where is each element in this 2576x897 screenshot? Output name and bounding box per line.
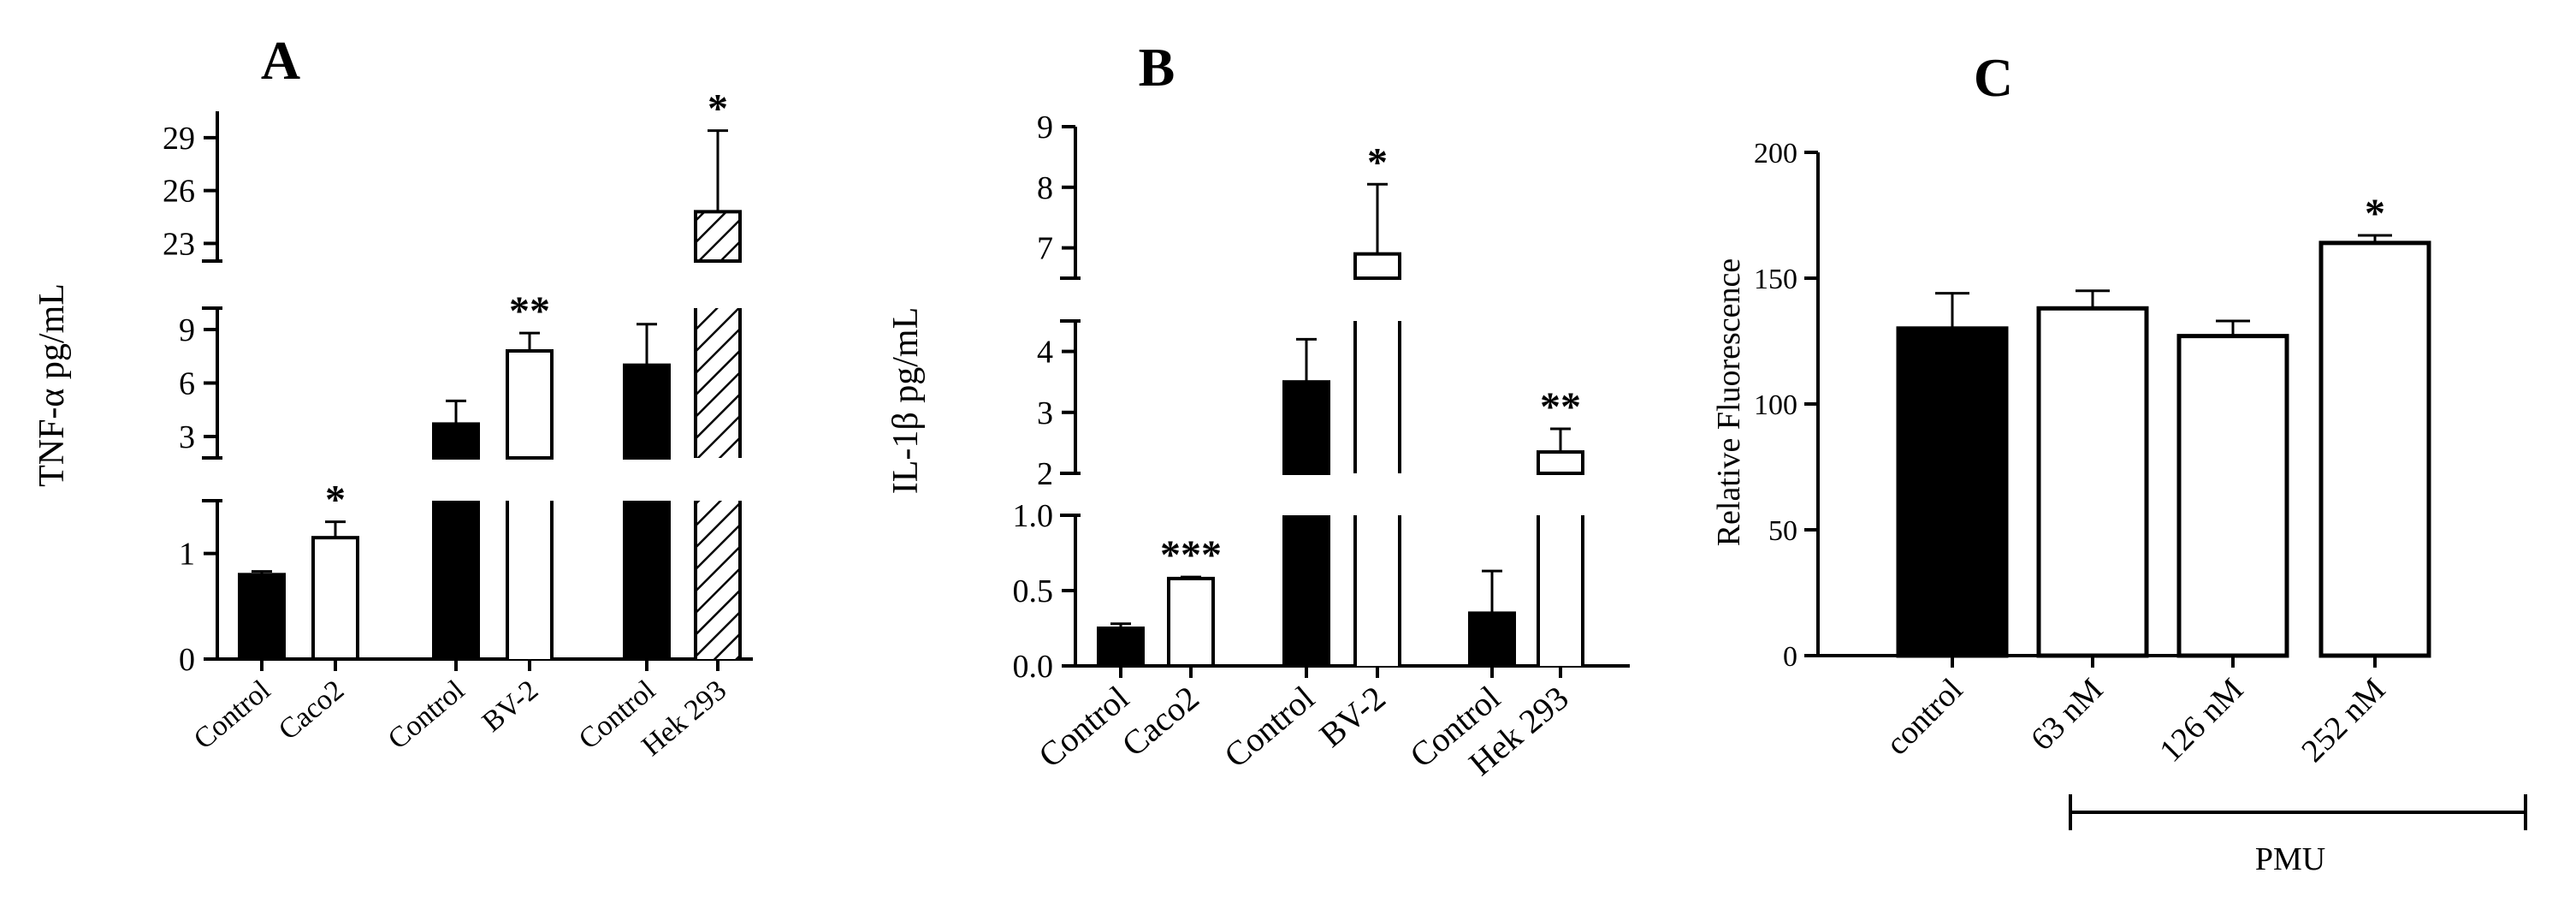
x-category-label: Control <box>382 674 471 756</box>
y-tick-label: 100 <box>1754 389 1797 421</box>
bar <box>432 422 480 460</box>
bar <box>2176 334 2289 658</box>
y-tick-label: 3 <box>1037 395 1053 431</box>
bar-segment <box>1284 515 1329 666</box>
significance-label: * <box>708 86 728 132</box>
bar <box>1282 380 1330 476</box>
bar <box>311 536 359 662</box>
y-tick-label: 0 <box>1783 641 1797 673</box>
bar-segment <box>1538 515 1583 666</box>
y-tick-label: 26 <box>163 174 195 210</box>
bar-segment <box>696 308 740 458</box>
x-category-label: Control <box>1031 678 1136 775</box>
bar-segment <box>625 501 669 659</box>
y-tick-label: 50 <box>1768 515 1797 547</box>
panel-b-ylabel: IL-1β pg/mL <box>886 307 926 495</box>
x-category-label: BV-2 <box>477 674 544 739</box>
significance-label: * <box>2365 191 2385 236</box>
significance-label: ** <box>509 288 550 334</box>
y-tick-label: 9 <box>179 312 195 348</box>
bar <box>1896 326 2009 658</box>
x-category-label: Caco2 <box>273 674 350 746</box>
x-category-label: control <box>1880 672 1970 763</box>
y-tick-label: 2 <box>1037 456 1053 492</box>
bar <box>1097 627 1145 668</box>
panel-c-chart: 0 50 100 150 200 control 63 nM 126 nM * 252 nM <box>1754 138 2527 830</box>
x-category-label: Control <box>1217 678 1322 775</box>
bar-segment <box>434 501 478 659</box>
panel-c-ylabel: Relative Fluorescence <box>1711 258 1747 547</box>
y-tick-label: 9 <box>1037 110 1053 146</box>
y-tick-label: 23 <box>163 226 195 262</box>
panel-c-bracket-label: PMU <box>2255 841 2325 877</box>
x-category-label: BV-2 <box>1312 678 1393 754</box>
x-category-label: 126 nM <box>2153 672 2250 769</box>
bar-segment <box>507 501 552 659</box>
y-tick-label: 4 <box>1037 335 1053 371</box>
x-category-label: Control <box>188 674 276 756</box>
bar-segment <box>696 501 740 659</box>
panel-a-letter: A <box>261 30 300 91</box>
y-tick-label: 150 <box>1754 264 1797 295</box>
bar-segment <box>1355 515 1400 666</box>
x-category-label: Caco2 <box>1115 678 1206 763</box>
y-tick-label: 3 <box>179 419 195 455</box>
significance-label: * <box>1367 140 1388 185</box>
panel-b-chart: 0.0 0.5 1.0 2 3 4 7 8 9 Control *** Caco2 Control * BV… <box>1013 110 1630 783</box>
y-tick-label: 1 <box>179 537 195 573</box>
bar <box>506 349 554 460</box>
panel-b-letter: B <box>1139 37 1175 98</box>
y-tick-label: 1.0 <box>1013 498 1054 534</box>
panel-c-letter: C <box>1974 47 2013 108</box>
significance-label: * <box>325 478 346 523</box>
bar <box>2036 306 2149 658</box>
bar <box>694 210 742 263</box>
bar <box>1353 252 1401 280</box>
bar <box>2318 241 2431 658</box>
bar <box>1537 450 1584 476</box>
x-category-label: 252 nM <box>2295 672 2392 769</box>
y-tick-label: 0.5 <box>1013 573 1054 609</box>
y-tick-label: 8 <box>1037 170 1053 206</box>
y-tick-label: 29 <box>163 121 195 157</box>
bar-segment <box>1355 321 1400 473</box>
y-tick-label: 200 <box>1754 138 1797 169</box>
x-category-label: 63 nM <box>2024 672 2111 758</box>
significance-label: *** <box>1160 532 1222 578</box>
y-tick-label: 6 <box>179 366 195 402</box>
significance-label: ** <box>1540 384 1581 430</box>
bar <box>1468 611 1516 668</box>
y-tick-label: 0 <box>179 642 195 678</box>
y-tick-label: 0.0 <box>1013 649 1054 685</box>
panel-a-ylabel: TNF-α pg/mL <box>33 283 72 487</box>
bar <box>238 573 286 661</box>
bar <box>623 363 671 460</box>
bar <box>1167 576 1215 668</box>
y-tick-label: 7 <box>1037 231 1053 267</box>
